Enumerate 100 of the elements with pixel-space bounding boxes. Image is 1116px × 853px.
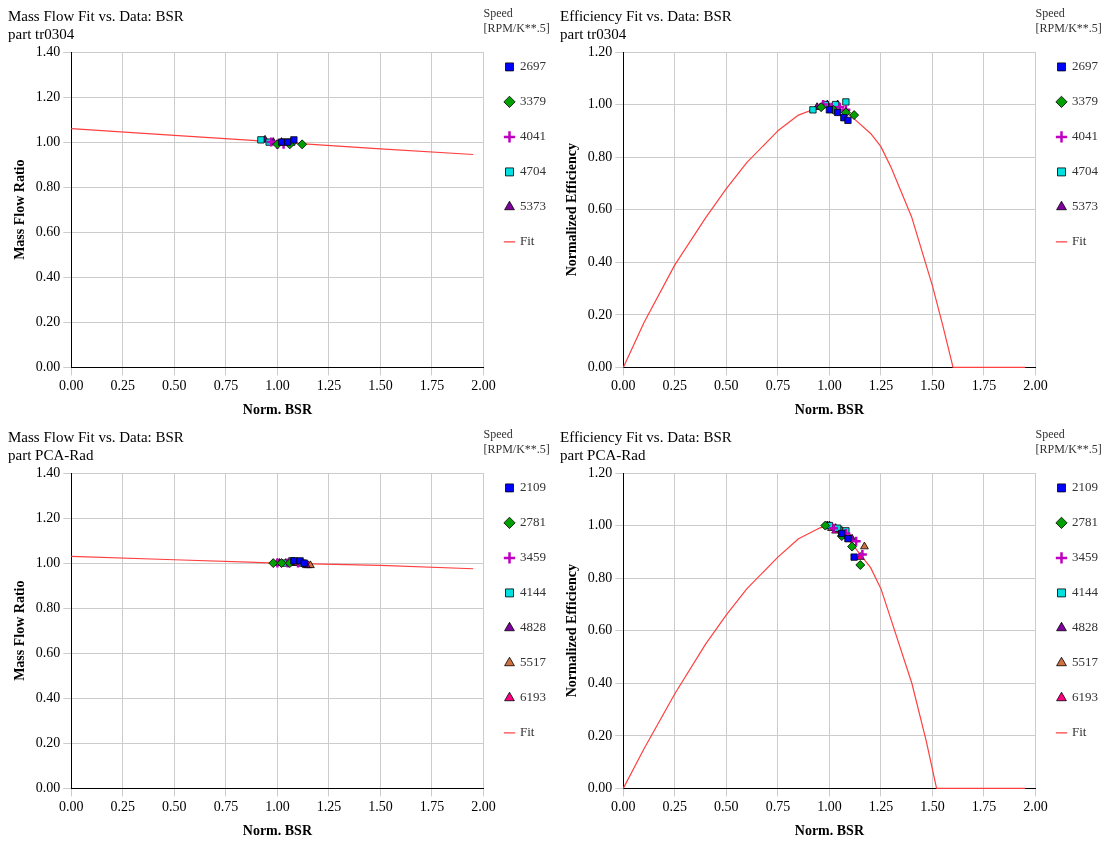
legend-label: 4828 (1072, 619, 1098, 635)
x-tick-label: 1.50 (368, 799, 393, 815)
x-tick-label: 0.50 (714, 378, 739, 394)
chart-subtitle: part tr0304 (560, 25, 627, 42)
x-tick-label: 0.25 (110, 799, 136, 815)
x-tick-label: 1.00 (265, 378, 290, 394)
y-axis-title: Normalized Efficiency (564, 564, 580, 698)
x-tick-label: 2.00 (471, 799, 496, 815)
x-tick-label: 0.00 (59, 799, 84, 815)
x-tick-label: 1.00 (817, 378, 842, 394)
legend-label: 4041 (1072, 128, 1098, 144)
legend-title: Speed [RPM/K**.5] (483, 427, 550, 456)
y-tick-label: 1.20 (587, 464, 613, 480)
legend-label: 5517 (520, 654, 547, 670)
legend-label: 4144 (520, 584, 547, 600)
x-tick-label: 1.25 (868, 378, 894, 394)
x-tick-label: 0.75 (765, 378, 791, 394)
y-tick-label: 0.40 (587, 253, 613, 269)
x-tick-label: 0.50 (162, 378, 187, 394)
chart-title: Efficiency Fit vs. Data: BSR (560, 428, 732, 445)
legend-title: Speed [RPM/K**.5] (1035, 6, 1102, 35)
x-tick-label: 1.50 (920, 799, 945, 815)
legend-label: Fit (1072, 233, 1087, 249)
y-tick-label: 0.60 (35, 223, 61, 239)
y-tick-label: 0.80 (587, 569, 613, 585)
x-tick-label: 0.25 (110, 378, 136, 394)
legend-label: 3379 (1072, 93, 1098, 109)
legend-label: Fit (520, 233, 535, 249)
y-axis-title: Mass Flow Ratio (12, 159, 28, 260)
legend-title: Speed [RPM/K**.5] (1035, 427, 1102, 456)
legend-label: 4144 (1072, 584, 1099, 600)
chart-title: Mass Flow Fit vs. Data: BSR (8, 7, 184, 24)
x-tick-label: 1.00 (265, 799, 290, 815)
y-tick-label: 0.00 (587, 359, 613, 375)
legend-label: 4704 (520, 163, 547, 179)
x-axis-title: Norm. BSR (242, 402, 313, 418)
x-tick-label: 1.75 (419, 378, 445, 394)
x-axis-title: Norm. BSR (794, 823, 865, 839)
x-tick-label: 1.50 (920, 378, 945, 394)
y-axis-title: Mass Flow Ratio (12, 580, 28, 681)
legend-label: 2781 (1072, 514, 1098, 530)
chart-subtitle: part PCA-Rad (8, 446, 94, 463)
y-tick-label: 0.60 (35, 644, 61, 660)
chart-subtitle: part tr0304 (8, 25, 75, 42)
x-tick-label: 2.00 (1023, 378, 1048, 394)
x-tick-label: 0.75 (213, 799, 239, 815)
x-tick-label: 0.00 (611, 378, 636, 394)
x-tick-label: 0.25 (662, 799, 688, 815)
y-tick-label: 1.20 (35, 88, 61, 104)
y-tick-label: 0.40 (35, 268, 61, 284)
y-tick-label: 1.20 (35, 509, 61, 525)
x-tick-label: 1.25 (868, 799, 894, 815)
legend-label: 4041 (520, 128, 546, 144)
legend-label: 6193 (1072, 689, 1098, 705)
x-tick-label: 1.75 (419, 799, 445, 815)
y-tick-label: 1.20 (587, 43, 613, 59)
x-tick-label: 0.75 (765, 799, 791, 815)
x-tick-label: 0.75 (213, 378, 239, 394)
x-tick-label: 2.00 (471, 378, 496, 394)
x-tick-label: 1.25 (316, 378, 342, 394)
y-tick-label: 1.00 (35, 133, 61, 149)
legend-label: 2697 (520, 58, 547, 74)
legend-label: 2781 (520, 514, 546, 530)
y-tick-label: 1.00 (587, 96, 613, 112)
y-axis-title: Normalized Efficiency (564, 143, 580, 277)
y-tick-label: 0.60 (587, 622, 613, 638)
legend-label: 5517 (1072, 654, 1099, 670)
x-axis-title: Norm. BSR (794, 402, 865, 418)
x-tick-label: 1.00 (817, 799, 842, 815)
x-tick-label: 2.00 (1023, 799, 1048, 815)
chart-title: Mass Flow Fit vs. Data: BSR (8, 428, 184, 445)
y-tick-label: 0.40 (35, 689, 61, 705)
y-tick-label: 0.20 (587, 727, 613, 743)
y-tick-label: 0.20 (35, 735, 61, 751)
y-tick-label: 1.40 (35, 43, 61, 59)
y-tick-label: 0.40 (587, 674, 613, 690)
x-tick-label: 1.25 (316, 799, 342, 815)
y-tick-label: 0.00 (35, 780, 61, 796)
y-tick-label: 0.20 (35, 314, 61, 330)
y-tick-label: 1.40 (35, 464, 61, 480)
y-tick-label: 0.00 (35, 359, 61, 375)
y-tick-label: 0.80 (587, 148, 613, 164)
legend-label: 3379 (520, 93, 546, 109)
x-tick-label: 0.50 (714, 799, 739, 815)
x-tick-label: 1.75 (971, 799, 997, 815)
y-tick-label: 1.00 (35, 554, 61, 570)
x-tick-label: 0.00 (59, 378, 84, 394)
y-tick-label: 0.20 (587, 306, 613, 322)
legend-label: 4704 (1072, 163, 1099, 179)
x-tick-label: 0.50 (162, 799, 187, 815)
y-tick-label: 0.80 (35, 178, 61, 194)
x-tick-label: 1.75 (971, 378, 997, 394)
legend-label: Fit (1072, 724, 1087, 740)
legend-label: 2697 (1072, 58, 1099, 74)
y-tick-label: 0.00 (587, 780, 613, 796)
y-tick-label: 0.80 (35, 599, 61, 615)
legend-label: 3459 (520, 549, 546, 565)
y-tick-label: 1.00 (587, 517, 613, 533)
legend-label: 2109 (1072, 479, 1098, 495)
legend-label: 6193 (520, 689, 546, 705)
